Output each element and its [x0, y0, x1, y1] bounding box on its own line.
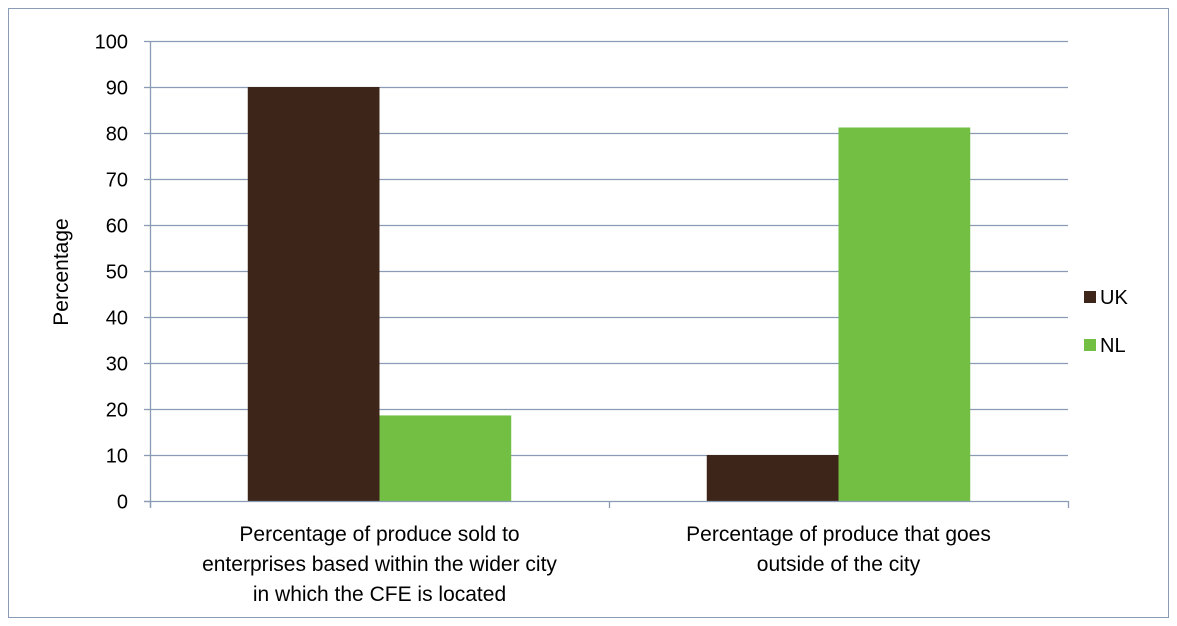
y-tick-label: 10	[106, 446, 128, 468]
x-category-label: outside of the city	[757, 553, 921, 576]
y-tick-label: 50	[106, 262, 128, 284]
y-tick-label: 20	[106, 400, 128, 422]
x-category-label: enterprises based within the wider city	[202, 553, 557, 576]
y-tick-label: 30	[106, 354, 128, 376]
legend-label-uk: UK	[1100, 287, 1128, 309]
x-category-labels: Percentage of produce sold to enterprises…	[202, 523, 991, 606]
x-category-label: Percentage of produce sold to	[239, 523, 519, 546]
y-tick-label: 70	[106, 170, 128, 192]
legend-swatch-uk	[1084, 291, 1096, 303]
y-tick-label: 90	[106, 78, 128, 100]
legend-swatch-nl	[1084, 339, 1096, 351]
y-tick-label: 60	[106, 216, 128, 238]
bars	[247, 87, 971, 501]
bar-nl-1	[379, 415, 512, 501]
y-tick-labels: 0 10 20 30 40 50 60 70 80 90 100	[95, 32, 128, 514]
y-axis-title: Percentage	[50, 218, 73, 325]
chart-frame	[8, 8, 1169, 618]
bar-nl-2	[838, 127, 971, 501]
x-category-label: in which the CFE is located	[253, 583, 506, 606]
bar-uk-1	[247, 87, 380, 501]
y-tick-label: 0	[117, 492, 128, 514]
y-tick-label: 80	[106, 124, 128, 146]
legend-label-nl: NL	[1100, 335, 1126, 357]
bar-uk-2	[706, 455, 839, 501]
y-tick-label: 100	[95, 32, 128, 54]
x-category-label: Percentage of produce that goes	[686, 523, 991, 546]
axes	[144, 40, 1070, 508]
legend: UK NL	[1084, 287, 1128, 357]
y-tick-label: 40	[106, 308, 128, 330]
